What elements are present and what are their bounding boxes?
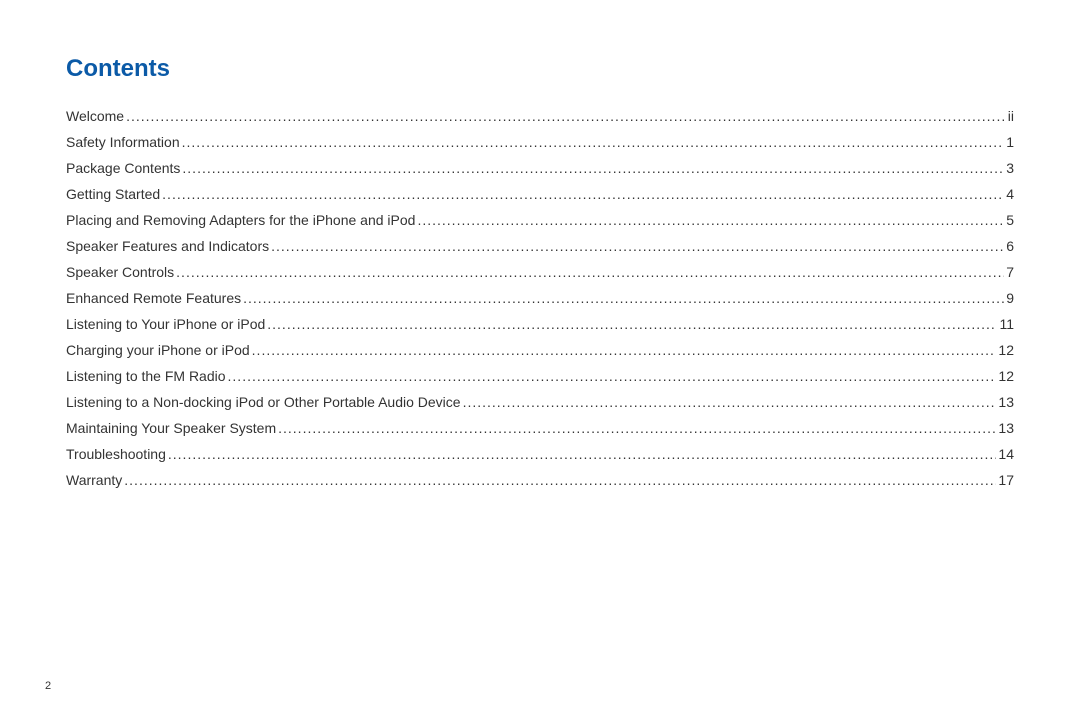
toc-entry: Warranty 17 — [66, 467, 1014, 493]
toc-entry-page: 1 — [1006, 129, 1014, 155]
toc-entry: Listening to a Non-docking iPod or Other… — [66, 389, 1014, 415]
page-number: 2 — [45, 680, 51, 692]
toc-entry-page: 17 — [998, 467, 1014, 493]
toc-entry-page: 11 — [999, 311, 1014, 337]
toc-entry: Charging your iPhone or iPod 12 — [66, 337, 1014, 363]
toc-leader-dots — [228, 363, 997, 389]
toc-entry-title: Speaker Controls — [66, 259, 174, 285]
toc-entry-page: 5 — [1006, 207, 1014, 233]
toc-entry-page: 12 — [998, 363, 1014, 389]
toc-entry: Speaker Features and Indicators 6 — [66, 233, 1014, 259]
toc-leader-dots — [243, 285, 1004, 311]
toc-entry-page: 14 — [998, 441, 1014, 467]
toc-entry-page: 12 — [998, 337, 1014, 363]
toc-leader-dots — [162, 181, 1004, 207]
toc-entry-title: Troubleshooting — [66, 441, 166, 467]
toc-entry: Troubleshooting 14 — [66, 441, 1014, 467]
toc-entry: Welcome ii — [66, 103, 1014, 129]
toc-entry-page: 3 — [1006, 155, 1014, 181]
toc-entry-page: 4 — [1006, 181, 1014, 207]
toc-leader-dots — [417, 207, 1004, 233]
toc-entry: Placing and Removing Adapters for the iP… — [66, 207, 1014, 233]
toc-entry-title: Warranty — [66, 467, 122, 493]
toc-entry-title: Placing and Removing Adapters for the iP… — [66, 207, 415, 233]
toc-entry-page: 7 — [1006, 259, 1014, 285]
toc-entry: Safety Information 1 — [66, 129, 1014, 155]
toc-leader-dots — [176, 259, 1004, 285]
toc-entry-title: Getting Started — [66, 181, 160, 207]
toc-entry: Listening to the FM Radio 12 — [66, 363, 1014, 389]
toc-leader-dots — [252, 337, 997, 363]
toc-entry: Package Contents 3 — [66, 155, 1014, 181]
toc-leader-dots — [271, 233, 1004, 259]
toc-leader-dots — [463, 389, 997, 415]
toc-entry-title: Listening to a Non-docking iPod or Other… — [66, 389, 461, 415]
page-title: Contents — [66, 55, 1014, 83]
toc-entry-title: Safety Information — [66, 129, 180, 155]
toc-entry-title: Welcome — [66, 103, 124, 129]
toc-entry: Enhanced Remote Features 9 — [66, 285, 1014, 311]
toc-entry-title: Charging your iPhone or iPod — [66, 337, 250, 363]
toc-leader-dots — [182, 129, 1005, 155]
toc-entry-title: Enhanced Remote Features — [66, 285, 241, 311]
toc-entry-page: 6 — [1006, 233, 1014, 259]
toc-entry-page: 13 — [998, 415, 1014, 441]
toc-entry-title: Package Contents — [66, 155, 180, 181]
toc-entry-page: ii — [1008, 103, 1014, 129]
toc-leader-dots — [124, 467, 996, 493]
toc-entry: Maintaining Your Speaker System 13 — [66, 415, 1014, 441]
toc-entry-title: Speaker Features and Indicators — [66, 233, 269, 259]
toc-entry-title: Maintaining Your Speaker System — [66, 415, 276, 441]
toc-entry-title: Listening to the FM Radio — [66, 363, 226, 389]
toc-leader-dots — [168, 441, 997, 467]
toc-entry-title: Listening to Your iPhone or iPod — [66, 311, 265, 337]
toc-entry-page: 9 — [1006, 285, 1014, 311]
toc-entry: Listening to Your iPhone or iPod 11 — [66, 311, 1014, 337]
table-of-contents: WelcomeiiSafety Information1Package Cont… — [66, 103, 1014, 493]
toc-leader-dots — [267, 311, 997, 337]
toc-entry-page: 13 — [998, 389, 1014, 415]
toc-entry: Getting Started 4 — [66, 181, 1014, 207]
toc-entry: Speaker Controls 7 — [66, 259, 1014, 285]
toc-leader-dots — [182, 155, 1004, 181]
toc-leader-dots — [278, 415, 996, 441]
document-page: Contents WelcomeiiSafety Information1Pac… — [0, 0, 1080, 720]
toc-leader-dots — [126, 103, 1006, 129]
